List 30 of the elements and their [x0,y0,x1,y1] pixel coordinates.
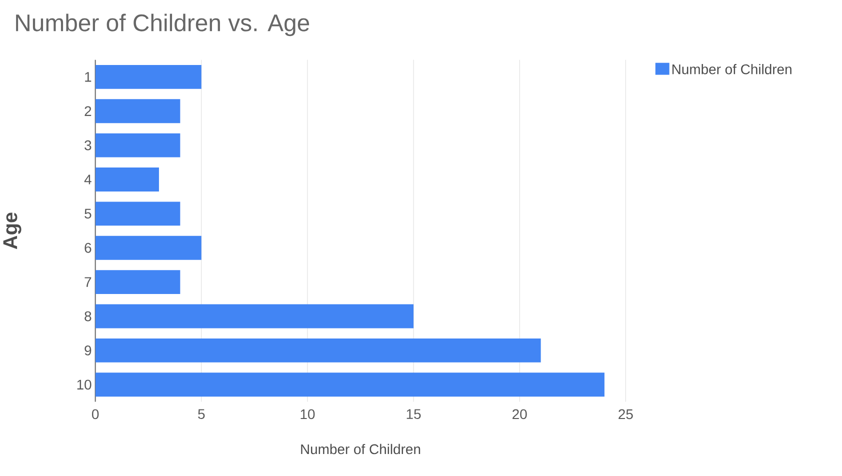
x-tick-label: 25 [618,409,633,420]
x-axis-title: Number of Children [301,444,420,454]
x-tick-label: 0 [92,409,99,420]
bar [95,99,180,124]
y-tick-label: 9 [84,346,92,356]
bar [95,168,159,192]
y-tick-label: 3 [84,140,92,150]
bar [95,202,180,226]
chart-title: Number of Children vs. Age [16,14,310,36]
bar [95,270,180,294]
y-tick-label: 4 [84,174,92,185]
y-tick-label: 5 [84,209,92,219]
y-tick-label: 6 [84,243,92,254]
x-tick-label: 20 [512,409,527,420]
x-tick-label: 10 [300,409,315,420]
y-axis-title: Age [3,212,22,250]
bar [95,134,180,158]
x-tick-label: 15 [406,409,421,420]
y-tick-label: 8 [84,312,92,322]
x-tick-label: 5 [198,409,205,420]
y-tick-label: 2 [84,106,92,116]
bar [95,65,202,90]
bar [95,304,414,328]
y-tick-label: 7 [84,278,92,288]
bar [95,338,541,363]
bar [95,236,202,260]
y-tick-label: 10 [77,380,92,390]
legend-label: Number of Children [672,64,792,74]
bar [95,372,604,397]
y-tick-label: 1 [85,72,92,82]
